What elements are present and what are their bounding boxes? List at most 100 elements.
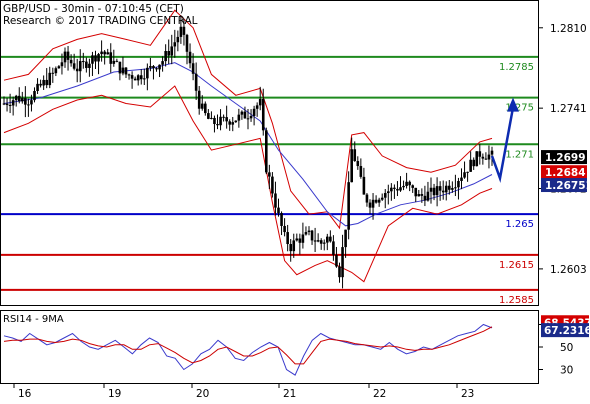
time-tick-label-3: 21 xyxy=(283,388,296,400)
ma-price-tag-bg xyxy=(541,178,587,193)
price-tick-label-0: 1.2810 xyxy=(550,23,587,35)
candle-body-160 xyxy=(490,150,494,155)
candle-body-100 xyxy=(307,230,311,233)
candle-body-127 xyxy=(390,187,393,192)
candle-body-104 xyxy=(319,240,323,244)
candle-body-90 xyxy=(277,207,280,214)
chart-copyright: Research © 2017 TRADING CENTRAL xyxy=(3,15,198,27)
candle-body-67 xyxy=(207,113,210,119)
candle-body-22 xyxy=(69,59,73,64)
candle-body-116 xyxy=(356,161,360,167)
candle-body-151 xyxy=(463,172,466,178)
candle-body-70 xyxy=(216,124,219,126)
candle-body-105 xyxy=(322,242,326,244)
candle-body-96 xyxy=(295,238,299,241)
candle-body-136 xyxy=(417,194,421,197)
candle-body-11 xyxy=(36,83,39,92)
candlesticks xyxy=(2,15,494,289)
candle-body-71 xyxy=(219,116,222,126)
rsi-value-tag-text: 67.2316 xyxy=(544,325,590,337)
candle-body-61 xyxy=(188,51,192,64)
candle-body-94 xyxy=(289,244,292,252)
time-tick-label-1: 19 xyxy=(108,388,121,400)
candle-body-102 xyxy=(313,240,317,242)
candle-body-114 xyxy=(350,149,353,183)
candle-body-134 xyxy=(411,185,414,188)
candle-body-148 xyxy=(454,187,457,189)
candle-body-59 xyxy=(182,26,186,35)
support-resistance-levels: 1.2785 1.275 1.271 1.265 1.2615 1.2585 xyxy=(1,55,538,306)
candle-body-32 xyxy=(100,51,103,55)
price-tick-label-1: 1.2741 xyxy=(550,103,587,115)
candle-body-24 xyxy=(75,68,79,72)
candle-body-108 xyxy=(332,241,335,255)
last-price-tag-bg xyxy=(541,150,587,165)
candle-body-33 xyxy=(103,51,106,55)
candle-body-133 xyxy=(408,181,411,186)
candle-body-25 xyxy=(78,61,82,72)
candle-body-110 xyxy=(338,266,341,278)
candle-body-47 xyxy=(146,67,149,79)
candle-body-115 xyxy=(353,149,357,162)
candle-body-40 xyxy=(124,67,128,75)
candle-body-159 xyxy=(487,154,491,160)
level-label-2: 1.271 xyxy=(505,149,534,160)
candle-body-20 xyxy=(63,51,67,63)
candle-body-120 xyxy=(368,202,372,208)
time-axis-ticks: 16 19 20 21 22 23 xyxy=(13,383,474,400)
candle-body-98 xyxy=(301,234,305,243)
candle-body-74 xyxy=(228,121,231,125)
candle-body-62 xyxy=(191,63,195,74)
candle-body-139 xyxy=(426,191,430,201)
candle-body-72 xyxy=(222,116,225,118)
candle-body-97 xyxy=(298,238,302,243)
rsi-value-tag-bg xyxy=(541,323,589,338)
candle-body-37 xyxy=(115,60,119,62)
candle-body-28 xyxy=(88,63,91,68)
candle-body-57 xyxy=(176,36,180,43)
candle-body-131 xyxy=(402,185,405,188)
candle-body-75 xyxy=(231,122,235,125)
candle-body-69 xyxy=(213,117,216,125)
candle-body-107 xyxy=(329,236,332,242)
candle-body-89 xyxy=(274,193,277,208)
bollinger-lower xyxy=(3,85,493,283)
candle-body-142 xyxy=(435,186,439,196)
candle-body-83 xyxy=(255,105,259,109)
candle-body-6 xyxy=(21,98,24,102)
candle-body-77 xyxy=(237,114,241,121)
candle-body-45 xyxy=(139,75,143,80)
candle-body-149 xyxy=(457,180,460,188)
candle-body-124 xyxy=(380,197,384,200)
candle-body-23 xyxy=(72,63,76,69)
candle-body-26 xyxy=(82,61,85,63)
candle-body-60 xyxy=(185,34,189,52)
candle-body-39 xyxy=(121,67,125,74)
bollinger-price-tag-text: 1.2684 xyxy=(545,167,586,179)
rsi-tick-label-1: 50 xyxy=(560,342,573,354)
candle-body-13 xyxy=(42,79,45,86)
candle-body-3 xyxy=(11,100,15,106)
candle-body-17 xyxy=(54,68,58,74)
candle-body-106 xyxy=(326,236,329,243)
candle-body-141 xyxy=(432,187,436,196)
bollinger-price-tag-bg xyxy=(541,165,587,180)
candle-body-85 xyxy=(261,98,265,131)
candle-body-152 xyxy=(466,171,469,173)
candle-body-113 xyxy=(347,182,350,230)
candle-body-155 xyxy=(475,151,479,167)
candle-body-10 xyxy=(33,91,36,101)
candle-body-43 xyxy=(133,78,137,81)
candle-body-137 xyxy=(420,194,424,196)
ma-price-tag-text: 1.26751 xyxy=(545,180,590,192)
candle-body-73 xyxy=(225,117,228,122)
time-tick-label-4: 22 xyxy=(373,388,386,400)
candle-body-158 xyxy=(484,158,488,160)
candle-body-56 xyxy=(173,42,177,47)
candle-body-21 xyxy=(66,51,70,60)
candle-body-35 xyxy=(109,52,113,64)
candle-body-119 xyxy=(365,194,369,203)
candle-body-8 xyxy=(27,104,30,106)
candle-body-79 xyxy=(243,111,247,119)
rsi-panel-frame xyxy=(0,310,539,384)
